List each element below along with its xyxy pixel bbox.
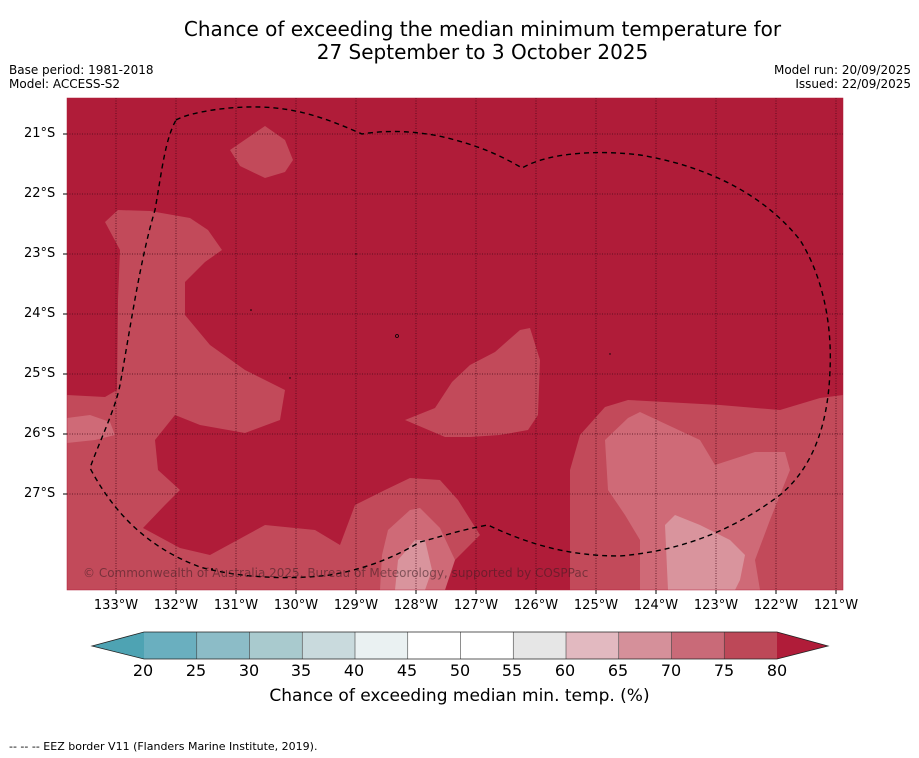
region-75-80-northwest xyxy=(230,126,293,178)
lon-label-132w: 132°W xyxy=(153,598,199,613)
lat-label-24s: 24°S xyxy=(24,306,56,321)
copyright-notice: © Commonwealth of Australia 2025, Bureau… xyxy=(83,566,589,580)
colorbar-tick-35: 35 xyxy=(290,661,312,680)
lat-label-25s: 25°S xyxy=(24,366,56,381)
colorbar-tick-80: 80 xyxy=(766,661,788,680)
lon-label-122w: 122°W xyxy=(753,598,799,613)
colorbar-tick-50: 50 xyxy=(449,661,471,680)
lat-label-27s: 27°S xyxy=(24,486,56,501)
eez-legend-note: -- -- -- EEZ border V11 (Flanders Marine… xyxy=(9,740,318,753)
island-marker xyxy=(609,353,611,355)
region-65-70-southeast xyxy=(665,515,745,590)
lat-label-21s: 21°S xyxy=(24,126,56,141)
lat-label-26s: 26°S xyxy=(24,426,56,441)
island-marker xyxy=(289,377,291,379)
region-70-75-far-east xyxy=(812,468,843,590)
region-70-75-east xyxy=(605,412,790,590)
lon-label-128w: 128°W xyxy=(393,598,439,613)
lon-label-127w: 127°W xyxy=(453,598,499,613)
island-marker xyxy=(395,334,399,338)
colorbar-tick-20: 20 xyxy=(132,661,154,680)
colorbar-tick-55: 55 xyxy=(501,661,523,680)
meta-left: Base period: 1981-2018 Model: ACCESS-S2 xyxy=(9,63,154,91)
meta-right: Model run: 20/09/2025 Issued: 22/09/2025 xyxy=(774,63,911,91)
map-grid xyxy=(67,98,843,590)
base-period: Base period: 1981-2018 xyxy=(9,63,154,77)
colorbar-tick-40: 40 xyxy=(343,661,365,680)
island-marker xyxy=(250,309,252,311)
region-75-80-west xyxy=(67,210,480,590)
colorbar-tick-75: 75 xyxy=(713,661,735,680)
colorbar-tick-25: 25 xyxy=(185,661,207,680)
region-75-80-center xyxy=(405,328,540,437)
model-name: Model: ACCESS-S2 xyxy=(9,77,121,91)
colorbar-tick-70: 70 xyxy=(660,661,682,680)
lon-label-121w: 121°W xyxy=(813,598,859,613)
colorbar-tick-30: 30 xyxy=(238,661,260,680)
lat-label-22s: 22°S xyxy=(24,186,56,201)
colorbar-tick-65: 65 xyxy=(607,661,629,680)
title-line-2: 27 September to 3 October 2025 xyxy=(316,40,649,64)
lon-label-131w: 131°W xyxy=(213,598,259,613)
title-line-1: Chance of exceeding the median minimum t… xyxy=(183,17,782,41)
lon-label-130w: 130°W xyxy=(273,598,319,613)
region-65-70-south xyxy=(395,540,432,590)
colorbar-tick-45: 45 xyxy=(396,661,418,680)
colorbar-label: Chance of exceeding median min. temp. (%… xyxy=(269,686,650,706)
axis-ticks xyxy=(63,133,837,594)
lat-label-23s: 23°S xyxy=(24,246,56,261)
map-title: Chance of exceeding the median minimum t… xyxy=(0,18,919,64)
lon-label-129w: 129°W xyxy=(333,598,379,613)
eez-border xyxy=(89,106,832,579)
lon-label-133w: 133°W xyxy=(93,598,139,613)
colorbar-tick-60: 60 xyxy=(554,661,576,680)
lon-label-124w: 124°W xyxy=(633,598,679,613)
lon-label-126w: 126°W xyxy=(513,598,559,613)
model-run: Model run: 20/09/2025 xyxy=(773,63,911,77)
lon-label-125w: 125°W xyxy=(573,598,619,613)
island-marker xyxy=(355,253,357,255)
lon-label-123w: 123°W xyxy=(693,598,739,613)
issued-date: Issued: 22/09/2025 xyxy=(795,77,911,91)
